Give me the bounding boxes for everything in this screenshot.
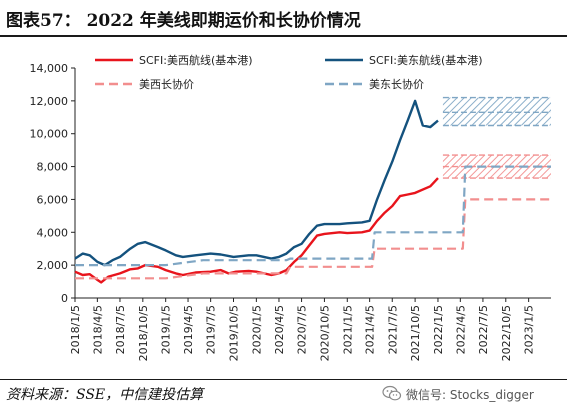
y-tick-label: 12,000 — [30, 95, 69, 108]
x-tick-label: 2022/1/5 — [432, 305, 445, 354]
y-tick-label: 2,000 — [37, 259, 69, 272]
y-tick-label: 8,000 — [37, 161, 69, 174]
title-bar: 图表57： 2022 年美线即期运价和长协价情况 — [0, 0, 567, 37]
line-chart: 0 2,000 4,000 6,000 8,000 10,000 12,000 14,000 2… — [30, 53, 551, 361]
legend-label-east_spot: SCFI:美东航线(基本港) — [369, 53, 483, 67]
legend-label-west_contract: 美西长协价 — [139, 77, 194, 91]
footer-divider — [0, 379, 567, 380]
chart-area: 0 2,000 4,000 6,000 8,000 10,000 12,000 14,000 2… — [0, 38, 567, 376]
x-tick-label: 2018/1/5 — [69, 305, 82, 354]
x-tick-label: 2023/1/5 — [523, 305, 536, 354]
axes: 0 2,000 4,000 6,000 8,000 10,000 12,000 14,000 2… — [30, 62, 551, 361]
x-tick-label: 2021/7/5 — [386, 305, 399, 354]
series-line-west_contract — [75, 198, 551, 280]
x-tick-label: 2019/1/5 — [160, 305, 173, 354]
series-line-east_spot — [74, 99, 439, 267]
x-tick-label: 2020/4/5 — [273, 305, 286, 354]
x-tick-label: 2019/4/5 — [182, 305, 195, 354]
x-tick-label: 2022/7/5 — [477, 305, 490, 354]
x-tick-label: 2020/7/5 — [296, 305, 309, 354]
x-tick-label: 2018/10/5 — [137, 305, 150, 361]
x-tick-label: 2018/4/5 — [91, 305, 104, 354]
x-tick-label: 2021/10/5 — [409, 305, 422, 361]
source-note: 资料来源：SSE，中信建投估算 — [6, 387, 204, 403]
forecast-band-east_spot — [442, 112, 551, 126]
forecast-bands — [442, 96, 551, 179]
x-tick-label: 2022/4/5 — [454, 305, 467, 354]
y-tick-label: 6,000 — [37, 193, 69, 206]
x-tick-label: 2021/1/5 — [341, 305, 354, 354]
x-tick-label: 2018/7/5 — [114, 305, 127, 354]
series-line-west_spot — [74, 177, 439, 284]
y-tick-label: 4,000 — [37, 226, 69, 239]
x-tick-label: 2020/1/5 — [250, 305, 263, 354]
x-tick-label: 2021/4/5 — [364, 305, 377, 354]
y-tick-label: 14,000 — [30, 62, 69, 75]
x-tick-label: 2019/7/5 — [205, 305, 218, 354]
watermark-text: 微信号: Stocks_digger — [406, 388, 534, 402]
wechat-icon — [382, 385, 402, 401]
watermark: 微信号: Stocks_digger — [382, 383, 562, 405]
x-tick-label: 2020/10/5 — [318, 305, 331, 361]
x-tick-label: 2022/10/5 — [500, 305, 513, 361]
page-title: 图表57： 2022 年美线即期运价和长协价情况 — [6, 11, 361, 31]
x-tick-label: 2019/10/5 — [228, 305, 241, 361]
y-tick-label: 0 — [61, 292, 68, 305]
series-lines — [74, 99, 551, 284]
legend-label-west_spot: SCFI:美西航线(基本港) — [139, 53, 253, 67]
forecast-band-west_spot — [442, 166, 551, 179]
legend-label-east_contract: 美东长协价 — [369, 77, 424, 91]
legend: SCFI:美西航线(基本港) SCFI:美东航线(基本港) 美西长协价 美东长协价 — [95, 53, 483, 91]
title-divider — [0, 35, 567, 37]
forecast-band-east_spot — [442, 97, 551, 113]
y-tick-label: 10,000 — [30, 128, 69, 141]
forecast-band-west_spot — [442, 155, 551, 167]
series-line-east_contract — [75, 165, 551, 267]
